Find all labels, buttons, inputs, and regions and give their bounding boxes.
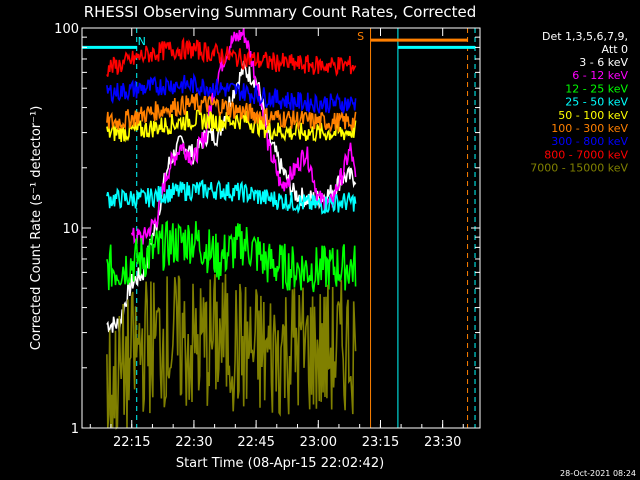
- legend-entry-7: 800 - 7000 keV: [544, 148, 628, 161]
- y-tick-label-0: 1: [71, 422, 79, 437]
- x-tick-label-3: 23:00: [300, 435, 337, 450]
- x-tick-label-1: 22:30: [175, 435, 212, 450]
- series-line-8: [106, 274, 357, 430]
- series-line-2: [106, 220, 357, 293]
- legend-entry-3: 25 - 50 keV: [565, 96, 628, 109]
- x-tick-label-2: 22:45: [237, 435, 274, 450]
- legend-entry-6: 300 - 800 keV: [551, 135, 628, 148]
- series-line-3: [106, 179, 357, 215]
- generated-timestamp: 28-Oct-2021 08:24: [560, 469, 636, 478]
- x-tick-label-5: 23:30: [424, 435, 461, 450]
- legend-header-1: Att 0: [602, 43, 628, 56]
- series-line-5: [106, 92, 357, 134]
- y-axis-label: Corrected Count Rate (s⁻¹ detector⁻¹): [29, 106, 44, 351]
- x-axis: 22:15 22:30 22:45 23:00 23:15 23:30: [89, 28, 464, 450]
- chart-title: RHESSI Observing Summary Count Rates, Co…: [84, 3, 477, 21]
- legend-entry-1: 6 - 12 keV: [572, 69, 628, 82]
- y-tick-label-1: 10: [62, 222, 79, 237]
- x-tick-label-4: 23:15: [362, 435, 399, 450]
- annotation-0: N: [138, 35, 146, 48]
- series-line-7: [106, 36, 357, 77]
- legend-header-0: Det 1,3,5,6,7,9,: [542, 30, 628, 43]
- series-line-4: [106, 108, 357, 143]
- series-line-6: [106, 72, 357, 114]
- x-axis-label: Start Time (08-Apr-15 22:02:42): [176, 456, 384, 471]
- legend-entry-8: 7000 - 15000 keV: [530, 162, 628, 175]
- x-tick-label-0: 22:15: [113, 435, 150, 450]
- legend-entry-5: 100 - 300 keV: [551, 122, 628, 135]
- legend-entry-0: 3 - 6 keV: [579, 56, 628, 69]
- legend-entry-4: 50 - 100 keV: [558, 109, 628, 122]
- y-tick-label-2: 100: [54, 22, 79, 37]
- y-axis: 1 10 100: [54, 22, 480, 437]
- annotation-1: S: [357, 30, 364, 43]
- legend-entry-2: 12 - 25 keV: [565, 82, 628, 95]
